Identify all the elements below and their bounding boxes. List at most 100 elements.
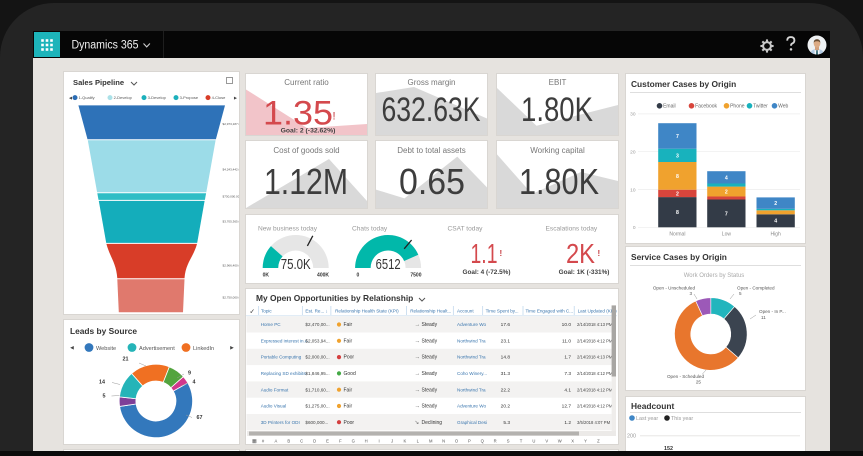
svg-text:67: 67 <box>197 415 203 421</box>
svg-text:Portable Computing: Portable Computing <box>261 355 302 360</box>
svg-text:8: 8 <box>676 210 679 216</box>
svg-text:Adventure Wo: Adventure Wo <box>457 322 486 327</box>
svg-text:Goal: 4 (-72.5%): Goal: 4 (-72.5%) <box>463 269 511 276</box>
svg-text:This year: This year <box>671 416 693 422</box>
svg-text:→: → <box>415 322 421 328</box>
svg-text:7: 7 <box>676 134 679 140</box>
svg-text:30: 30 <box>630 112 636 118</box>
svg-text:High: High <box>770 232 781 238</box>
svg-text:Low: Low <box>722 232 732 238</box>
svg-text:L: L <box>417 439 420 444</box>
svg-text:Time Engaged with C...: Time Engaged with C... <box>526 309 574 314</box>
svg-text:2: 2 <box>774 201 777 207</box>
svg-text:K: K <box>404 439 407 444</box>
svg-text:Advertisement: Advertisement <box>139 346 175 352</box>
svg-text:152: 152 <box>664 446 673 451</box>
svg-text:5: 5 <box>103 394 106 400</box>
svg-text:C: C <box>300 439 303 444</box>
svg-text:$2,053,94...: $2,053,94... <box>305 338 329 343</box>
svg-text:2/14/2018 4:12 PM: 2/14/2018 4:12 PM <box>577 371 613 376</box>
svg-text:G: G <box>352 439 355 444</box>
svg-text:Open - In P...: Open - In P... <box>759 309 786 314</box>
svg-text:Steady: Steady <box>422 404 438 410</box>
svg-text:0: 0 <box>633 225 636 231</box>
svg-text:I: I <box>379 439 380 444</box>
svg-text:Steady: Steady <box>422 338 438 344</box>
svg-text:6512: 6512 <box>376 257 401 273</box>
svg-text:Phone: Phone <box>730 104 745 110</box>
svg-text:Expressed interest in A.: Expressed interest in A. <box>261 338 309 343</box>
svg-text:→: → <box>415 338 421 344</box>
svg-text:M: M <box>429 439 433 444</box>
svg-text:Open - Scheduled: Open - Scheduled <box>667 374 704 379</box>
svg-text:$3,705,365.00: $3,705,365.00 <box>223 220 240 224</box>
svg-text:H: H <box>365 439 368 444</box>
svg-text:11: 11 <box>761 315 766 320</box>
svg-text:17.6: 17.6 <box>501 322 511 328</box>
svg-text:#: # <box>262 439 265 444</box>
svg-text:7500: 7500 <box>410 273 421 279</box>
svg-text:Relationship Health State (KPI: Relationship Health State (KPI) <box>335 309 399 314</box>
svg-text:Chats today: Chats today <box>352 226 388 233</box>
svg-text:$2,973,187.00: $2,973,187.00 <box>223 122 240 126</box>
svg-text:Open - Unscheduled: Open - Unscheduled <box>653 286 696 291</box>
svg-text:B: B <box>287 439 290 444</box>
svg-text:$1,710,60...: $1,710,60... <box>305 387 329 392</box>
svg-text:5: 5 <box>739 291 742 296</box>
svg-text:4: 4 <box>725 175 728 181</box>
svg-text:Goal: 2 (-32.62%): Goal: 2 (-32.62%) <box>281 127 336 134</box>
svg-text:►: ► <box>229 346 235 352</box>
svg-text:Q: Q <box>481 439 485 444</box>
svg-text:2K: 2K <box>566 238 595 269</box>
svg-text:$730,000.00: $730,000.00 <box>223 195 240 199</box>
svg-text:$4,243,442.00: $4,243,442.00 <box>223 168 240 172</box>
svg-text:2/14/2018 4:12 PM: 2/14/2018 4:12 PM <box>577 387 613 392</box>
svg-text:2/14/2018 4:12 PM: 2/14/2018 4:12 PM <box>577 404 613 409</box>
svg-text:Northwind Tra: Northwind Tra <box>457 338 486 343</box>
svg-text:Account: Account <box>457 309 474 314</box>
svg-text:Dynamics 365: Dynamics 365 <box>72 40 139 52</box>
svg-text:2/14/2018 4:13 PM: 2/14/2018 4:13 PM <box>577 355 613 360</box>
svg-text:!: ! <box>500 249 503 258</box>
svg-text:Relationship Healt...: Relationship Healt... <box>410 309 451 314</box>
svg-text:J: J <box>391 439 393 444</box>
svg-text:◄: ◄ <box>68 96 73 102</box>
svg-text:31.3: 31.3 <box>501 371 511 377</box>
svg-text:▦: ▦ <box>252 439 257 445</box>
svg-text:Open - Completed: Open - Completed <box>737 286 775 291</box>
svg-text:Audio Visual: Audio Visual <box>261 404 286 409</box>
svg-text:R: R <box>494 439 497 444</box>
svg-text:2: 2 <box>676 191 679 197</box>
svg-text:Replacing SD exhibits-: Replacing SD exhibits- <box>261 371 308 376</box>
svg-text:1.80K: 1.80K <box>521 91 593 129</box>
svg-text:3-Develop: 3-Develop <box>148 95 167 100</box>
svg-text:O: O <box>455 439 459 444</box>
svg-text:Northwind Tra: Northwind Tra <box>457 387 486 392</box>
svg-text:T: T <box>520 439 523 444</box>
svg-text:→: → <box>415 404 421 410</box>
svg-text:1.7: 1.7 <box>564 355 571 361</box>
svg-text:◄: ◄ <box>69 346 75 352</box>
svg-text:Twitter: Twitter <box>753 104 768 110</box>
svg-text:Northwind Tra: Northwind Tra <box>457 355 486 360</box>
svg-text:$2,000,00...: $2,000,00... <box>305 355 329 360</box>
svg-text:3: 3 <box>676 153 679 159</box>
svg-text:Last Updated (KPI): Last Updated (KPI) <box>578 309 618 314</box>
svg-text:10: 10 <box>630 187 636 193</box>
svg-text:14: 14 <box>99 380 105 386</box>
svg-text:20.2: 20.2 <box>501 404 511 410</box>
svg-text:200: 200 <box>627 434 636 440</box>
svg-text:✓: ✓ <box>250 309 255 316</box>
svg-text:4-Close: 4-Close <box>212 95 227 100</box>
svg-text:F: F <box>339 439 342 444</box>
svg-text:Z: Z <box>597 439 600 444</box>
svg-text:23.1: 23.1 <box>501 338 511 344</box>
svg-text:$1,275,00...: $1,275,00... <box>305 404 329 409</box>
svg-text:A: A <box>275 439 278 444</box>
svg-text:!: ! <box>333 111 336 123</box>
svg-text:Email: Email <box>663 104 676 110</box>
svg-text:5.3: 5.3 <box>503 420 510 426</box>
svg-text:1.80K: 1.80K <box>519 161 599 202</box>
svg-text:8: 8 <box>676 174 679 180</box>
svg-text:Work Orders by Status: Work Orders by Status <box>684 273 745 279</box>
